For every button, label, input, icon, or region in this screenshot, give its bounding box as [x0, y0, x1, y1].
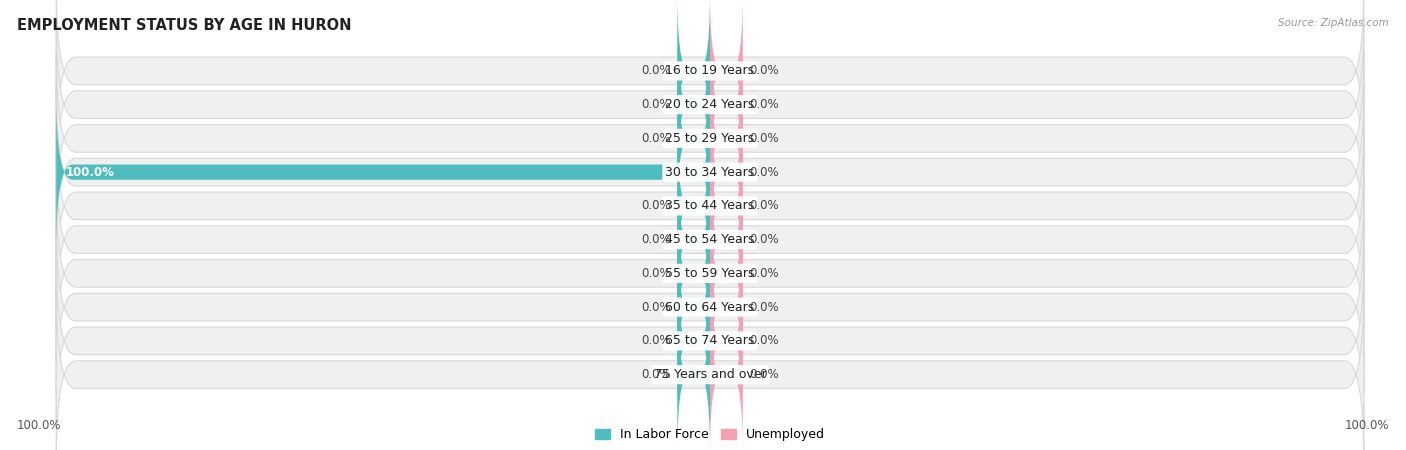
- Text: 0.0%: 0.0%: [641, 267, 671, 280]
- FancyBboxPatch shape: [56, 220, 1364, 395]
- Text: 75 Years and over: 75 Years and over: [654, 368, 766, 381]
- Legend: In Labor Force, Unemployed: In Labor Force, Unemployed: [591, 423, 830, 446]
- FancyBboxPatch shape: [56, 51, 1364, 226]
- FancyBboxPatch shape: [710, 264, 742, 418]
- Text: 0.0%: 0.0%: [641, 132, 671, 145]
- Text: 0.0%: 0.0%: [749, 166, 779, 179]
- FancyBboxPatch shape: [710, 62, 742, 215]
- FancyBboxPatch shape: [56, 118, 1364, 293]
- FancyBboxPatch shape: [56, 287, 1364, 450]
- FancyBboxPatch shape: [678, 129, 710, 283]
- Text: 0.0%: 0.0%: [641, 233, 671, 246]
- FancyBboxPatch shape: [56, 253, 1364, 428]
- Text: Source: ZipAtlas.com: Source: ZipAtlas.com: [1278, 18, 1389, 28]
- FancyBboxPatch shape: [678, 197, 710, 350]
- FancyBboxPatch shape: [678, 298, 710, 450]
- Text: 0.0%: 0.0%: [641, 368, 671, 381]
- FancyBboxPatch shape: [56, 85, 1364, 260]
- Text: 25 to 29 Years: 25 to 29 Years: [665, 132, 755, 145]
- Text: 0.0%: 0.0%: [641, 334, 671, 347]
- Text: 0.0%: 0.0%: [641, 199, 671, 212]
- FancyBboxPatch shape: [710, 95, 742, 249]
- Text: 30 to 34 Years: 30 to 34 Years: [665, 166, 755, 179]
- Text: 55 to 59 Years: 55 to 59 Years: [665, 267, 755, 280]
- Text: 0.0%: 0.0%: [749, 64, 779, 77]
- Text: 100.0%: 100.0%: [1344, 419, 1389, 432]
- FancyBboxPatch shape: [710, 163, 742, 316]
- FancyBboxPatch shape: [710, 197, 742, 350]
- Text: 20 to 24 Years: 20 to 24 Years: [665, 98, 755, 111]
- FancyBboxPatch shape: [710, 129, 742, 283]
- Text: 65 to 74 Years: 65 to 74 Years: [665, 334, 755, 347]
- Text: 0.0%: 0.0%: [749, 132, 779, 145]
- FancyBboxPatch shape: [56, 17, 1364, 192]
- FancyBboxPatch shape: [678, 62, 710, 215]
- Text: 100.0%: 100.0%: [66, 166, 115, 179]
- FancyBboxPatch shape: [56, 152, 1364, 327]
- FancyBboxPatch shape: [678, 28, 710, 181]
- FancyBboxPatch shape: [710, 0, 742, 148]
- FancyBboxPatch shape: [678, 0, 710, 148]
- Text: 0.0%: 0.0%: [749, 368, 779, 381]
- FancyBboxPatch shape: [678, 163, 710, 316]
- Text: 0.0%: 0.0%: [641, 64, 671, 77]
- FancyBboxPatch shape: [56, 0, 1364, 158]
- Text: 0.0%: 0.0%: [749, 267, 779, 280]
- Text: 35 to 44 Years: 35 to 44 Years: [665, 199, 755, 212]
- Text: 0.0%: 0.0%: [749, 233, 779, 246]
- FancyBboxPatch shape: [710, 230, 742, 384]
- Text: 0.0%: 0.0%: [749, 334, 779, 347]
- FancyBboxPatch shape: [710, 28, 742, 181]
- FancyBboxPatch shape: [678, 230, 710, 384]
- Text: 0.0%: 0.0%: [641, 98, 671, 111]
- FancyBboxPatch shape: [56, 186, 1364, 361]
- Text: 60 to 64 Years: 60 to 64 Years: [665, 301, 755, 314]
- FancyBboxPatch shape: [710, 298, 742, 450]
- Text: 0.0%: 0.0%: [749, 301, 779, 314]
- Text: EMPLOYMENT STATUS BY AGE IN HURON: EMPLOYMENT STATUS BY AGE IN HURON: [17, 18, 352, 33]
- FancyBboxPatch shape: [56, 95, 710, 249]
- FancyBboxPatch shape: [678, 264, 710, 418]
- Text: 0.0%: 0.0%: [641, 301, 671, 314]
- Text: 45 to 54 Years: 45 to 54 Years: [665, 233, 755, 246]
- Text: 100.0%: 100.0%: [17, 419, 62, 432]
- Text: 0.0%: 0.0%: [749, 98, 779, 111]
- Text: 16 to 19 Years: 16 to 19 Years: [665, 64, 755, 77]
- Text: 0.0%: 0.0%: [749, 199, 779, 212]
